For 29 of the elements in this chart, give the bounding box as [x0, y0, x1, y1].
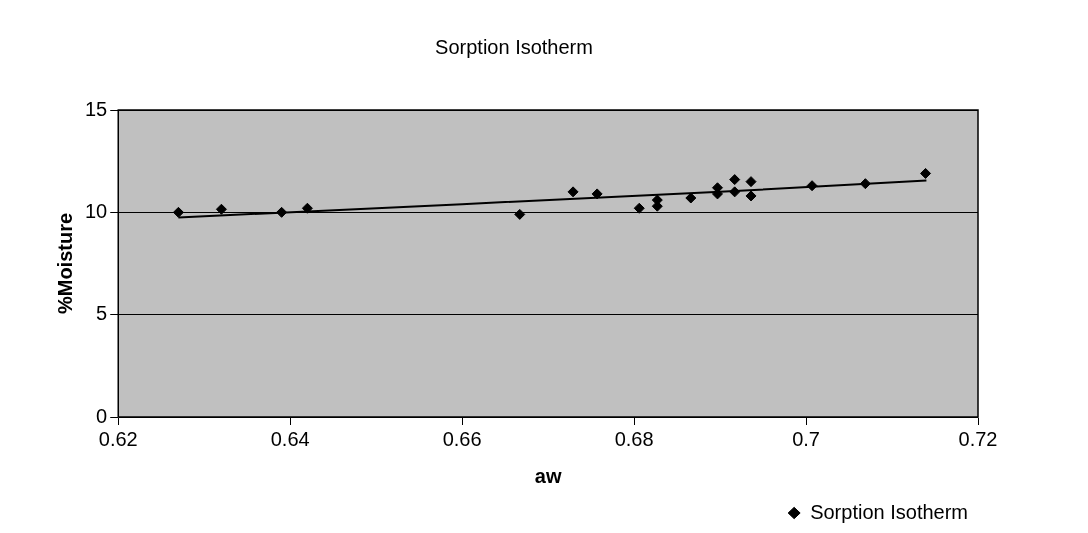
point: [172, 206, 184, 218]
x-tick-label: 0.66: [442, 427, 482, 450]
x-tick-label: 0.7: [792, 427, 820, 450]
point: [745, 190, 757, 202]
legend-label: Sorption Isotherm: [810, 500, 969, 523]
point: [276, 206, 288, 218]
point: [729, 174, 741, 186]
point: [215, 203, 227, 215]
x-axis-title: aw: [534, 464, 562, 487]
y-tick-label: 15: [85, 97, 108, 120]
point: [806, 180, 818, 192]
point: [301, 202, 313, 214]
point: [729, 186, 741, 198]
y-tick-label: 10: [85, 199, 108, 222]
point: [633, 202, 645, 214]
point: [920, 167, 932, 179]
x-tick-label: 0.64: [270, 427, 310, 450]
point: [591, 188, 603, 200]
y-tick-label: 5: [96, 302, 108, 325]
point: [567, 186, 579, 198]
y-tick-label: 0: [96, 404, 108, 427]
point: [745, 176, 757, 188]
point: [514, 208, 526, 220]
x-tick-label: 0.72: [958, 427, 998, 450]
y-axis-title: %Moisture: [53, 212, 76, 315]
chart-title: Sorption Isotherm: [435, 35, 593, 58]
point: [859, 178, 871, 190]
x-tick-label: 0.62: [98, 427, 138, 450]
x-tick-label: 0.68: [614, 427, 654, 450]
